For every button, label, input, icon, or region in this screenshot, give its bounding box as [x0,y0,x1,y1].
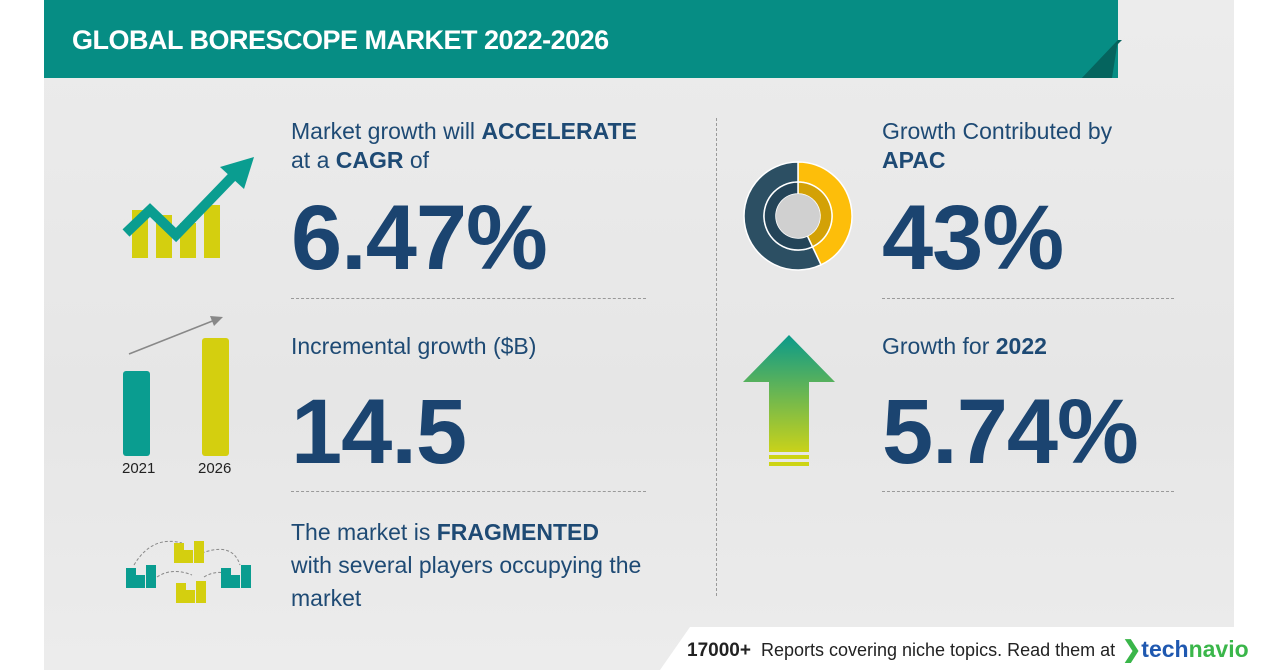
incremental-label: Incremental growth ($B) [291,333,537,359]
buildings-network-icon [126,540,251,603]
year-label-2026: 2026 [198,460,232,477]
divider [291,298,646,299]
divider [882,298,1174,299]
cagr-value: 6.47% [291,187,548,289]
divider [291,491,646,492]
year-label-2021: 2021 [122,460,156,477]
trending-up-chart-icon [122,157,254,258]
page-title: GLOBAL BORESCOPE MARKET 2022-2026 [72,25,609,55]
yoy-label: Growth for 2022 [882,333,1047,359]
column-divider [716,118,717,596]
header-banner [44,0,1118,78]
region-value: 43% [882,187,1064,289]
donut-chart-icon [743,161,853,271]
donut-center [776,194,820,238]
bar-comparison-icon [123,316,229,456]
incremental-value: 14.5 [291,381,467,483]
up-arrow-icon [743,335,835,466]
footer-bar [660,627,1234,670]
region-label: Growth Contributed by APAC [882,118,1113,173]
cagr-label: Market growth will ACCELERATE at a CAGR o… [291,118,637,173]
market-structure-text: The market is FRAGMENTED with several pla… [291,519,642,611]
footer-text: 17000+ Reports covering niche topics. Re… [687,640,1116,661]
background [44,0,1234,670]
banner-fold [1082,40,1122,78]
divider [882,491,1174,492]
technavio-logo[interactable]: ❯technavio [1122,636,1249,662]
logo-mark-icon: ❯ [1122,636,1142,662]
yoy-value: 5.74% [882,381,1139,483]
